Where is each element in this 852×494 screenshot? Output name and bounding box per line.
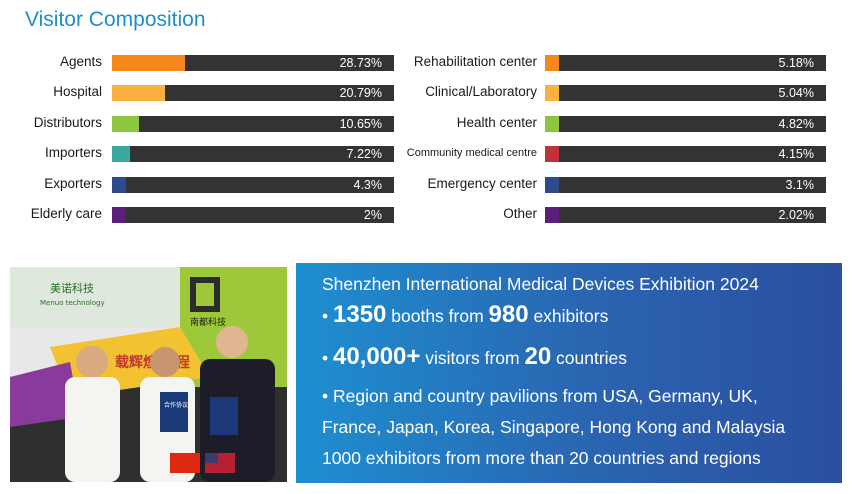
bar-value-label: 20.79%: [339, 86, 382, 101]
bar-row: Community medical centre 4.15%: [0, 146, 852, 163]
bar-row: Health center 4.82%: [0, 114, 852, 132]
bar: [545, 55, 559, 71]
bar-row: Rehabilitation center 5.18%: [0, 54, 852, 71]
bar-track: 2.02%: [545, 207, 826, 223]
bar: [112, 146, 131, 163]
agreement-doc-right: [210, 397, 238, 435]
bar: [545, 146, 559, 163]
bar-track: 7.22%: [112, 146, 394, 163]
bar-label: Rehabilitation center: [413, 54, 537, 69]
bar-track: 10.65%: [112, 115, 394, 132]
china-flag: [170, 453, 200, 473]
booths-count: 1350: [333, 301, 387, 328]
sign-left-en: Menuo technology: [40, 299, 105, 307]
visitors-bullet: • 40,000+ visitors from 20 countries: [322, 343, 628, 370]
bar-row: Clinical/Laboratory 5.04%: [0, 84, 852, 102]
bar-value-label: 5.18%: [778, 56, 814, 70]
bar: [545, 176, 559, 193]
bar-track: 28.73%: [112, 55, 394, 71]
bar-row: Importers 7.22%: [0, 145, 852, 163]
bar-row: Other 2.02%: [0, 206, 852, 223]
bar-label: Distributors: [33, 114, 102, 130]
bar-label: Agents: [59, 54, 102, 69]
agreement-doc-left: [160, 392, 188, 432]
document-text: 合作协议书: [164, 401, 194, 409]
bar-value-label: 7.22%: [346, 147, 382, 162]
bar-value-label: 10.65%: [339, 116, 382, 131]
bar-value-label: 5.04%: [778, 86, 814, 101]
bar: [112, 115, 140, 132]
sign-left-cn: 美诺科技: [50, 281, 94, 295]
bar-label: Health center: [456, 114, 537, 130]
bar-row: Elderly care 2%: [0, 206, 852, 223]
bar-label: Importers: [44, 145, 102, 161]
sign-right-cn: 南都科技: [190, 316, 226, 328]
exhibition-photo: 美诺科技 Menuo technology 南都科技 载辉煌 万程 合作协议书: [10, 267, 287, 482]
bar-track: 2%: [112, 207, 394, 223]
bar-track: 5.18%: [545, 55, 826, 71]
bar-row: Distributors 10.65%: [0, 114, 852, 132]
bar: [545, 85, 559, 102]
bar-value-label: 28.73%: [339, 56, 382, 70]
bar-track: 3.1%: [545, 176, 826, 193]
bar-value-label: 3.1%: [785, 177, 815, 192]
bar-track: 4.3%: [112, 176, 394, 193]
bar-row: Agents 28.73%: [0, 54, 852, 71]
bar-label: Elderly care: [30, 206, 102, 221]
bar-label: Hospital: [53, 84, 102, 100]
bar: [112, 176, 126, 193]
exhibition-headline: Shenzhen International Medical Devices E…: [322, 274, 759, 294]
bar: [112, 85, 165, 102]
photo-illustration: 美诺科技 Menuo technology 南都科技 载辉煌 万程 合作协议书: [10, 267, 287, 482]
bar-track: 4.82%: [545, 115, 826, 132]
bar-value-label: 4.15%: [778, 147, 814, 162]
bar-track: 20.79%: [112, 85, 394, 102]
bar-label: Clinical/Laboratory: [425, 84, 537, 100]
bar: [112, 55, 185, 71]
bar-label: Other: [503, 206, 537, 221]
exhibition-info-panel: Shenzhen International Medical Devices E…: [296, 263, 842, 483]
bar: [545, 115, 559, 132]
chart-title: Visitor Composition: [25, 8, 206, 31]
pavilions-line-2: France, Japan, Korea, Singapore, Hong Ko…: [322, 417, 786, 437]
visitors-count: 40,000+: [333, 343, 421, 370]
bar-track: 4.15%: [545, 146, 826, 163]
booths-bullet: • 1350 booths from 980 exhibitors: [322, 301, 609, 328]
bar-row: Emergency center 3.1%: [0, 175, 852, 193]
bar: [545, 207, 559, 223]
exhibitors-count: 980: [488, 301, 529, 328]
bar-value-label: 4.82%: [778, 116, 814, 131]
bar-label: Exporters: [44, 175, 102, 191]
countries-count: 20: [524, 343, 552, 370]
bar: [112, 207, 126, 223]
bar-label: Emergency center: [427, 175, 537, 191]
pavilions-line-3: 1000 exhibitors from more than 20 countr…: [322, 448, 761, 468]
bar-value-label: 2%: [363, 208, 382, 222]
bar-label: Community medical centre: [406, 147, 537, 160]
bar-value-label: 2.02%: [778, 208, 814, 222]
bar-value-label: 4.3%: [353, 177, 383, 192]
bar-row: Exporters 4.3%: [0, 175, 852, 193]
bar-row: Hospital 20.79%: [0, 84, 852, 102]
pavilions-line-1: • Region and country pavilions from USA,…: [322, 386, 758, 406]
bar-track: 5.04%: [545, 85, 826, 102]
